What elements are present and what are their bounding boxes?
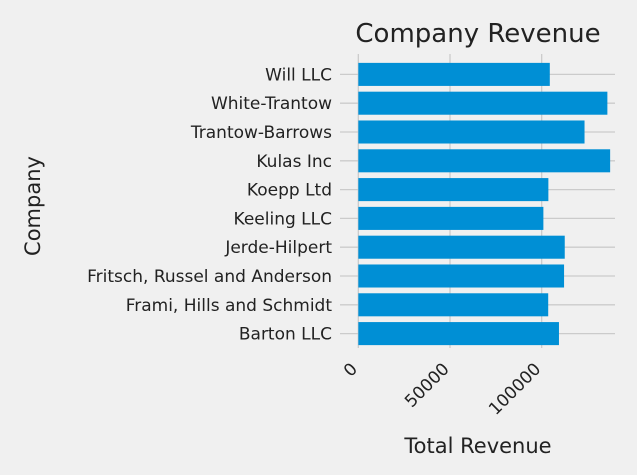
bars-group [358,62,611,346]
y-tick-label: Jerde-Hilpert [224,238,332,258]
x-tick-label: 0 [340,359,362,381]
bar [358,120,585,144]
bar [358,62,550,86]
bar [358,235,565,259]
bar [358,264,565,288]
x-tick-label: 50000 [401,359,453,411]
chart-title: Company Revenue [355,19,600,49]
y-tick-label: Frami, Hills and Schmidt [126,296,333,316]
x-tick-labels: 0 50000 100000 [340,359,545,419]
y-tick-label: Will LLC [265,65,332,85]
y-tick-label: Keeling LLC [234,209,332,229]
bar [358,293,549,317]
y-tick-labels: Barton LLC Frami, Hills and Schmidt Fritsc… [87,65,332,344]
y-tick-label: Barton LLC [239,325,332,345]
y-tick-label: Trantow-Barrows [190,123,332,143]
y-tick-label: Fritsch, Russel and Anderson [87,267,332,287]
y-tick-label: White-Trantow [211,94,332,114]
bar [358,149,611,173]
bar [358,206,544,230]
bar [358,178,549,202]
bar [358,91,608,115]
y-tick-label: Koepp Ltd [247,181,332,201]
y-axis-label: Company [21,156,45,256]
bar [358,322,559,346]
x-axis-label: Total Revenue [403,434,551,458]
x-tick-label: 100000 [485,359,545,419]
y-tick-label: Kulas Inc [256,152,332,172]
